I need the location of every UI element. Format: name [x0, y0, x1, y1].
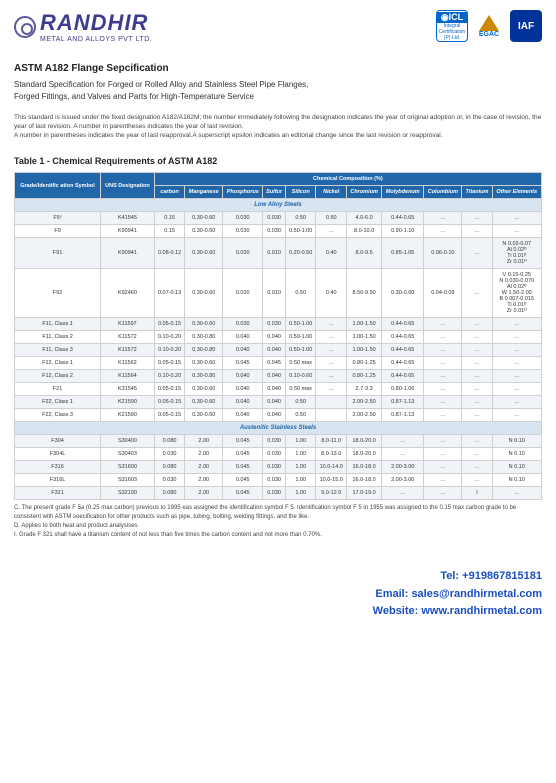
col-sub: Nickel: [316, 186, 347, 199]
table-row: F21K315450.05-0.150.30-0.600.0400.0400.5…: [15, 383, 542, 396]
footnote-c: C. The present grade F 5a (0.25 max carb…: [14, 504, 542, 522]
cert-logos: ◉ICL Integral Certification (P) Ltd. EGA…: [436, 10, 542, 42]
doc-subtitle-2: Forged Fittings, and Valves and Parts fo…: [14, 91, 542, 103]
cert-icl-icon: ◉ICL Integral Certification (P) Ltd.: [436, 10, 468, 42]
table-row: F316LS316030.0302.000.0450.0301.0010.0-1…: [15, 474, 542, 487]
table-row: F304S304000.0802.000.0450.0301.008.0-11.…: [15, 435, 542, 448]
contact-block: Tel: +919867815181 Email: sales@randhirm…: [14, 568, 542, 621]
cert-iaf-icon: IAF: [510, 10, 542, 42]
standard-note: This standard is issued under the fixed …: [14, 113, 542, 140]
section-row: Austenitic Stainless Steels: [15, 422, 542, 435]
col-sub: Chromium: [347, 186, 382, 199]
col-uns: UNS Designation: [101, 173, 155, 199]
footnote-d: D. Applies to both heat and product anal…: [14, 522, 542, 531]
table-row: F22, Class 1K215900.05-0.150.30-0.600.04…: [15, 396, 542, 409]
footnotes: C. The present grade F 5a (0.25 max carb…: [14, 504, 542, 540]
footnote-i: I. Grade F 321 shall have a titanium con…: [14, 531, 542, 540]
doc-subtitle-1: Standard Specification for Forged or Rol…: [14, 79, 542, 91]
table-row: F316S316000.0802.000.0450.0301.0010.0-14…: [15, 461, 542, 474]
table-title: Table 1 - Chemical Requirements of ASTM …: [14, 156, 542, 166]
col-sub: Phosphorus: [223, 186, 263, 199]
col-sub: Molybdenum: [382, 186, 424, 199]
table-row: F92K924600.07-0.130.30-0.600.0200.0100.5…: [15, 269, 542, 318]
chemical-table: Grade/Identific ation Symbol UNS Designa…: [14, 172, 542, 500]
contact-email: Email: sales@randhirmetal.com: [14, 586, 542, 604]
table-row: F11, Class 2K115720.10-0.200.30-0.800.04…: [15, 331, 542, 344]
logo-name: RANDHIR: [40, 10, 152, 36]
company-logo: RANDHIR METAL AND ALLOYS PVT LTD.: [14, 10, 152, 43]
col-sub: Sulfur: [263, 186, 286, 199]
col-comp: Chemical Composition (%): [154, 173, 541, 186]
table-row: F11, Class 3K115720.10-0.200.30-0.800.04…: [15, 344, 542, 357]
section-row: Low Alloy Steels: [15, 199, 542, 212]
table-row: F9K909410.150.30-0.600.0300.0300.50-1.00…: [15, 225, 542, 238]
table-row: F22, Class 3K215900.05-0.150.30-0.600.04…: [15, 409, 542, 422]
table-row: F321S321000.0802.000.0450.0301.009.0-12.…: [15, 487, 542, 500]
table-row: F12, Class 2K115640.10-0.200.30-0.800.04…: [15, 370, 542, 383]
title-block: ASTM A182 Flange Sepcification Standard …: [14, 63, 542, 103]
logo-tagline: METAL AND ALLOYS PVT LTD.: [40, 36, 152, 43]
table-row: F12, Class 1K115620.05-0.150.30-0.600.04…: [15, 357, 542, 370]
table-row: F5ᶜK415450.150.30-0.600.0300.0300.500.50…: [15, 212, 542, 225]
table-row: F304LS304030.0302.000.0450.0301.008.0-13…: [15, 448, 542, 461]
col-sub: Other Elements: [492, 186, 541, 199]
contact-web: Website: www.randhirmetal.com: [14, 603, 542, 621]
cert-egac-icon: EGAC: [473, 10, 505, 42]
doc-title: ASTM A182 Flange Sepcification: [14, 63, 542, 74]
col-sub: Manganese: [185, 186, 223, 199]
col-sub: carbon: [154, 186, 185, 199]
col-sub: Silicon: [285, 186, 316, 199]
page-header: RANDHIR METAL AND ALLOYS PVT LTD. ◉ICL I…: [14, 10, 542, 43]
col-grade: Grade/Identific ation Symbol: [15, 173, 101, 199]
table-row: F11, Class 1K115970.05-0.150.30-0.600.03…: [15, 318, 542, 331]
col-sub: Columbium: [424, 186, 462, 199]
table-row: F91K909410.08-0.120.30-0.600.0200.0100.2…: [15, 238, 542, 269]
logo-icon: [14, 16, 36, 38]
col-sub: Titanium: [462, 186, 492, 199]
contact-tel: Tel: +919867815181: [14, 568, 542, 586]
